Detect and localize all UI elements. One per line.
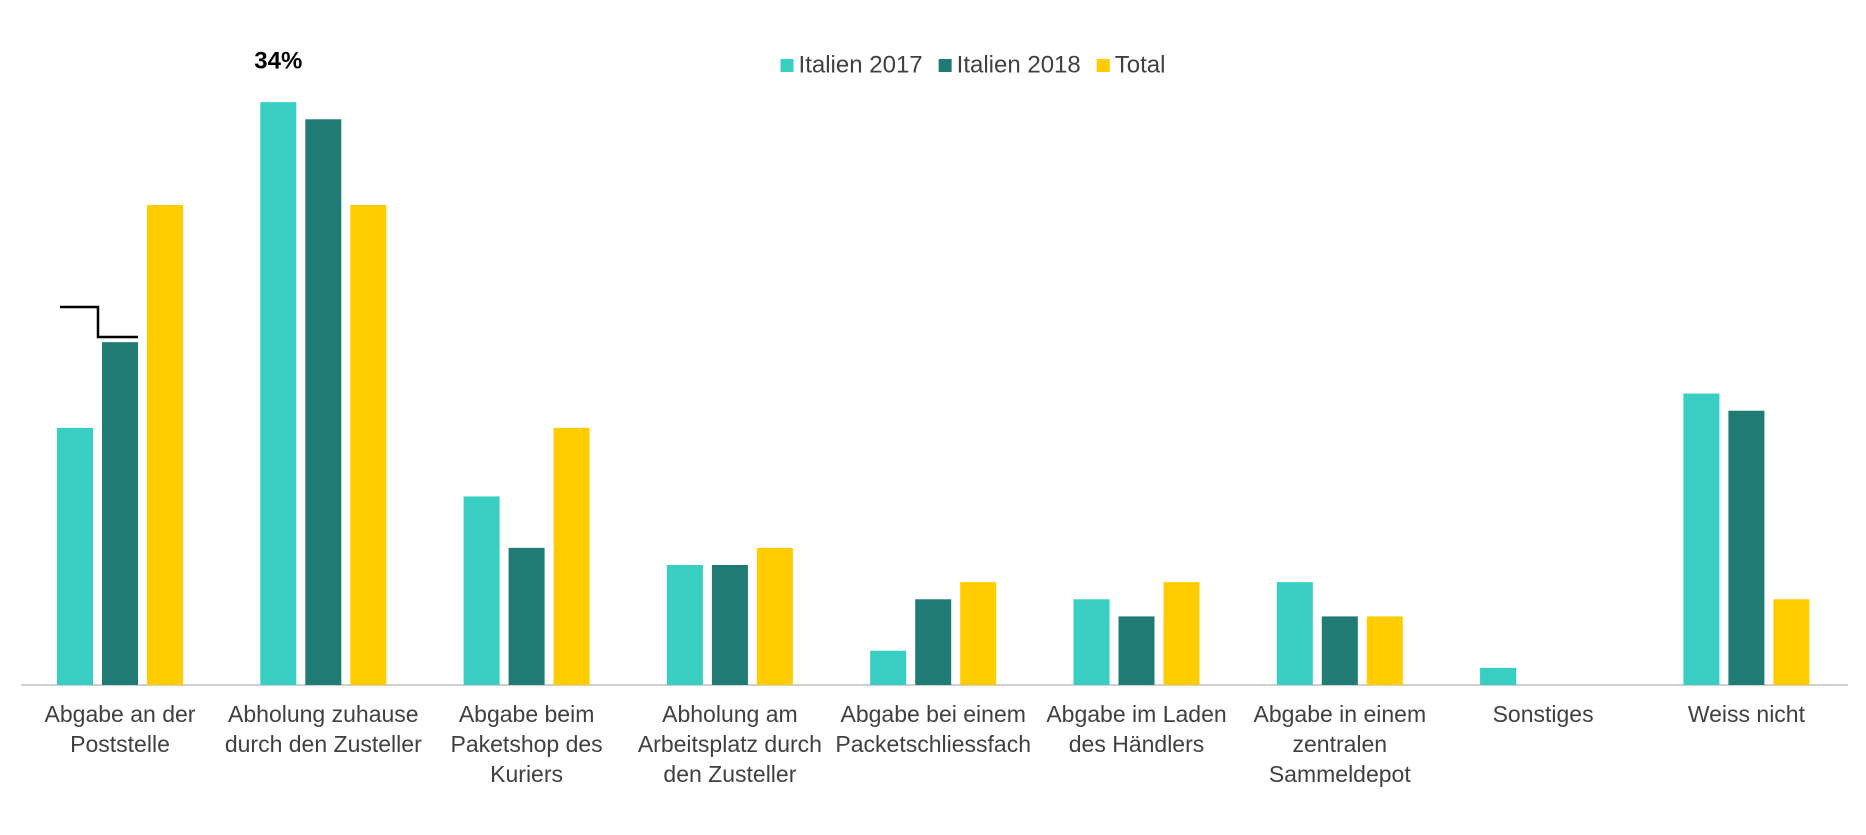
legend: Italien 2017 Italien 2018 Total — [780, 51, 1166, 78]
bar — [756, 547, 793, 685]
bar — [463, 496, 500, 685]
bar — [57, 427, 93, 685]
annotation-line — [60, 305, 138, 339]
bar — [553, 427, 590, 685]
bar — [870, 650, 907, 685]
x-tick-label: Abgabe in einem zentralen Sammeldepot — [1253, 701, 1426, 787]
bar — [960, 582, 997, 685]
bar — [350, 205, 387, 685]
x-tick-label: Weiss nicht — [1688, 701, 1806, 727]
bar — [1480, 667, 1517, 685]
bar — [102, 342, 138, 685]
legend-label: Italien 2017 — [799, 51, 923, 78]
bar — [147, 205, 183, 685]
bar — [1728, 410, 1765, 685]
bar — [260, 102, 297, 685]
bar — [508, 547, 545, 685]
data-label: 34% — [254, 47, 302, 74]
bar — [711, 565, 748, 685]
bar — [1366, 616, 1403, 685]
bar — [666, 565, 703, 685]
legend-label: Italien 2018 — [957, 51, 1081, 78]
x-tick-label: Abholung zuhause durch den Zusteller — [225, 701, 422, 757]
legend-swatch — [1096, 59, 1110, 72]
bar — [1118, 616, 1155, 685]
bar — [1773, 599, 1810, 685]
x-tick-label: Abgabe im Laden des Händlers — [1046, 701, 1226, 757]
x-tick-label: Abgabe an der Poststelle — [45, 701, 196, 757]
bar — [1163, 582, 1200, 685]
x-tick-label: Abgabe bei einem Packetschliessfach — [835, 701, 1031, 757]
legend-label: Total — [1115, 51, 1166, 78]
bar — [305, 119, 342, 686]
legend-swatch — [780, 59, 794, 72]
bar — [915, 599, 952, 685]
legend-swatch — [938, 59, 952, 72]
bar — [1276, 582, 1313, 685]
x-tick-label: Abholung am Arbeitsplatz durch den Zustell… — [638, 701, 822, 787]
bar — [1073, 599, 1110, 685]
bar — [1683, 393, 1720, 685]
bar — [1321, 616, 1358, 685]
x-tick-label: Abgabe beim Paketshop des Kuriers — [451, 701, 603, 787]
x-tick-label: Sonstiges — [1493, 701, 1594, 727]
